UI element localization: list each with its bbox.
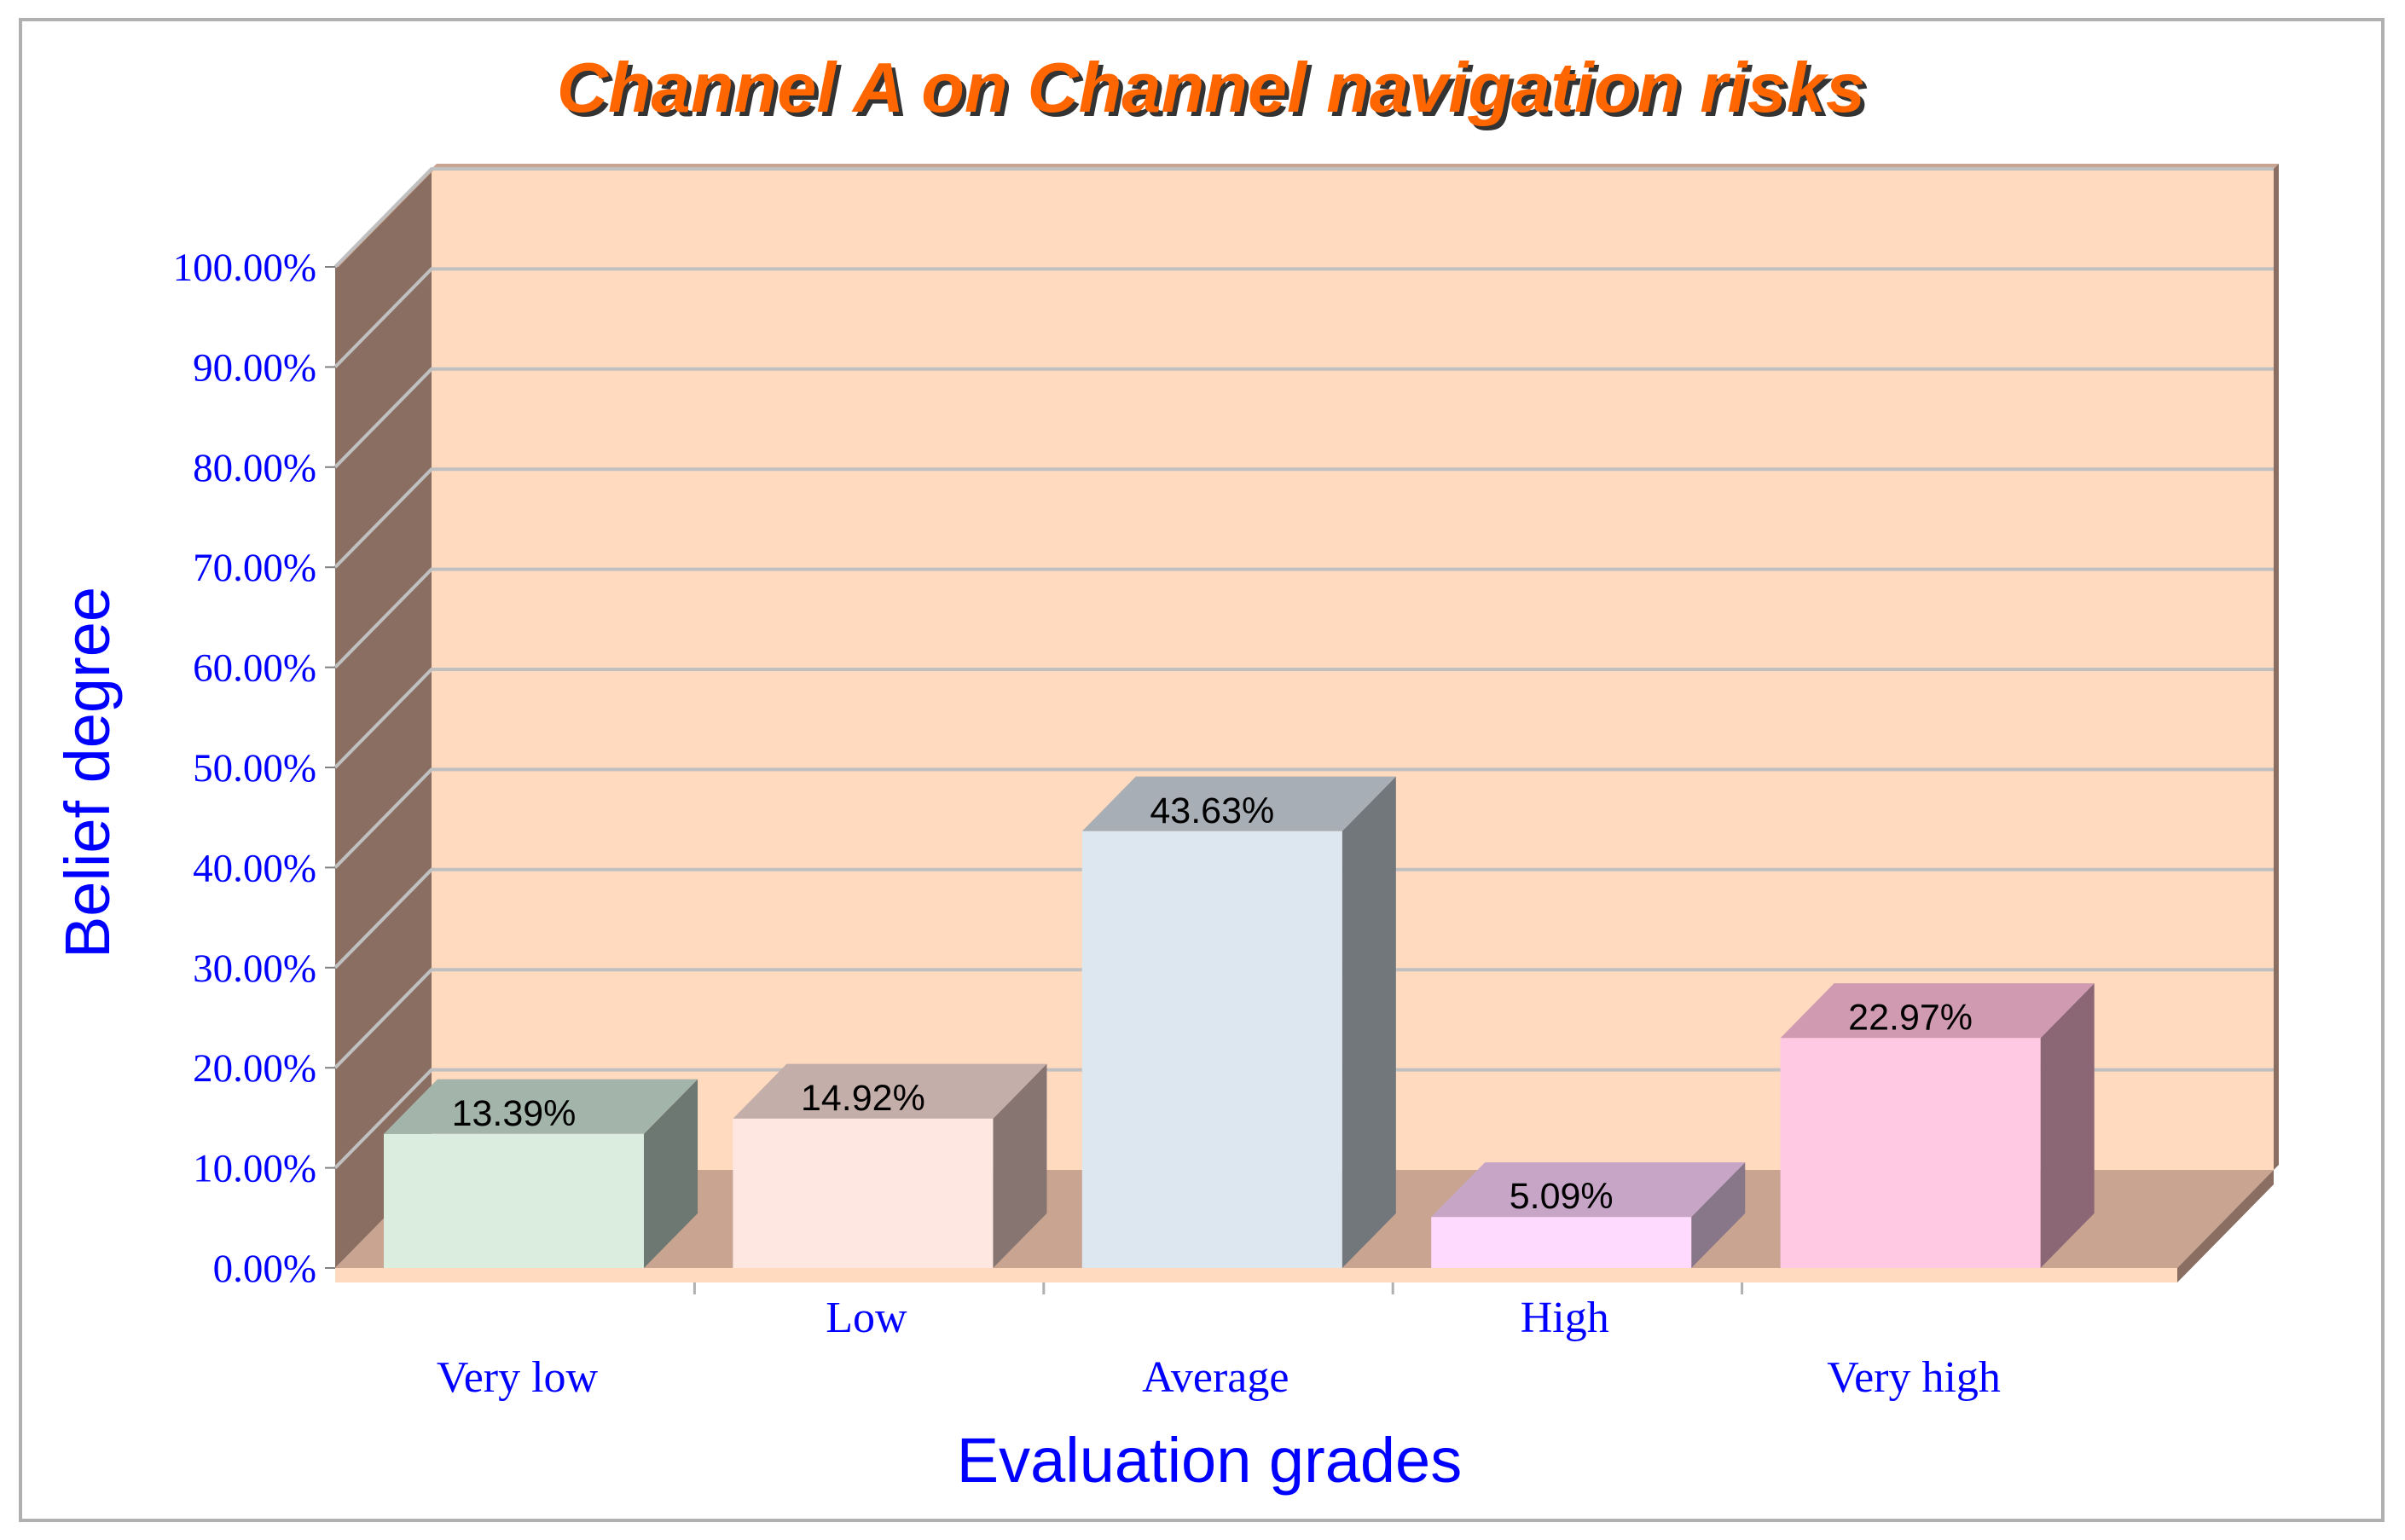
bar-front <box>1081 831 1342 1268</box>
x-tick-label: Average <box>1142 1353 1289 1402</box>
bars: 13.39% 14.92% 43.63% 5.09% 22.97% <box>384 776 2095 1268</box>
y-tick-label: 50.00% <box>193 746 316 790</box>
gridline <box>333 567 2274 669</box>
x-tick-label: Very low <box>437 1353 599 1402</box>
bar-3: 5.09% <box>1431 1162 1746 1268</box>
bar-top <box>733 1063 1047 1119</box>
floor-front-edge <box>335 1268 2177 1282</box>
bar-top <box>1431 1162 1746 1218</box>
gridline <box>333 167 2274 269</box>
bar-2: 43.63% <box>1081 776 1396 1268</box>
gridline <box>333 467 2274 569</box>
y-tick-label: 0.00% <box>213 1247 316 1291</box>
bar-front <box>1431 1217 1692 1268</box>
gridline <box>333 668 2274 769</box>
x-tick-label: Low <box>826 1294 907 1342</box>
bar-side <box>1691 1162 1746 1268</box>
bar-side <box>2040 983 2095 1268</box>
data-label: 14.92% <box>801 1078 925 1119</box>
y-tick-label: 20.00% <box>193 1046 316 1091</box>
back-wall-right-edge <box>2274 164 2279 1170</box>
y-axis-ticks: 0.00% 10.00% 20.00% 30.00% 40.00% 50.00% 60.00… <box>173 246 335 1291</box>
y-tick-label: 10.00% <box>193 1147 316 1191</box>
gridline <box>333 367 2274 469</box>
x-tick-label: High <box>1521 1294 1609 1342</box>
bar-top <box>1780 983 2095 1039</box>
bar-front <box>1780 1038 2041 1268</box>
gridlines <box>333 167 2274 1170</box>
gridline <box>333 267 2274 368</box>
bar-front <box>384 1133 645 1268</box>
y-tick-label: 80.00% <box>193 446 316 490</box>
x-axis-ticks: Very low Low Average High Very high <box>437 1282 2001 1402</box>
bar-1: 14.92% <box>733 1063 1047 1268</box>
y-tick-label: 40.00% <box>193 846 316 890</box>
gridline <box>333 767 2274 869</box>
y-tick-label: 60.00% <box>193 646 316 691</box>
bar-0: 13.39% <box>384 1079 698 1268</box>
bar-side <box>1342 776 1396 1268</box>
data-label: 13.39% <box>452 1093 577 1134</box>
y-axis-title: Belief degree <box>52 587 123 958</box>
bar-4: 22.97% <box>1780 983 2095 1268</box>
bar-top <box>384 1079 698 1134</box>
bar-top <box>1081 776 1396 831</box>
x-axis-title: Evaluation grades <box>957 1425 1462 1496</box>
data-label: 22.97% <box>1848 997 1973 1038</box>
bar-front <box>733 1118 994 1268</box>
data-label: 5.09% <box>1510 1176 1614 1217</box>
chart-title: Channel A on Channel navigation risks <box>557 48 1865 127</box>
x-tick-label: Very high <box>1827 1353 2001 1402</box>
floor-right-edge <box>2177 1170 2274 1282</box>
y-tick-label: 30.00% <box>193 947 316 991</box>
bar-side <box>644 1079 698 1268</box>
y-tick-label: 100.00% <box>173 246 316 290</box>
y-tick-label: 90.00% <box>193 345 316 390</box>
gridline <box>333 867 2274 970</box>
bar-side <box>993 1063 1047 1268</box>
y-tick-label: 70.00% <box>193 546 316 590</box>
data-label: 43.63% <box>1150 790 1274 831</box>
gridline <box>333 1068 2274 1170</box>
gridline <box>333 968 2274 1069</box>
chart-title-shadow: Channel A on Channel navigation risks <box>561 52 1869 131</box>
